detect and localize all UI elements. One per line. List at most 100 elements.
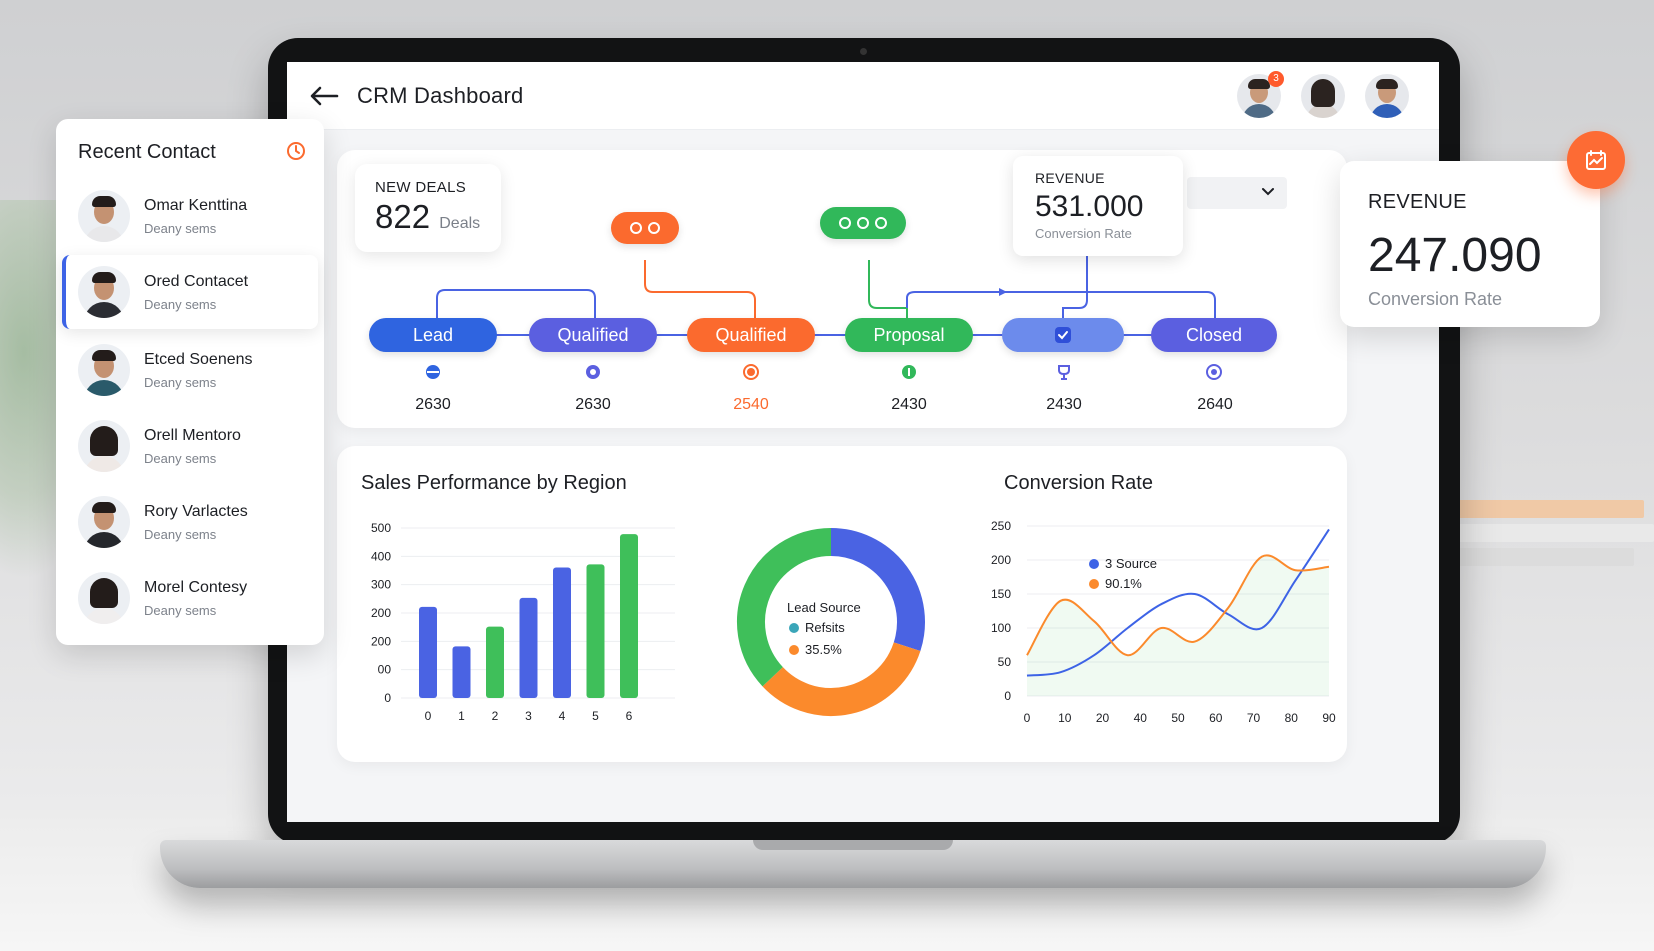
- y-tick-label: 50: [998, 655, 1012, 669]
- bar: [419, 606, 437, 698]
- y-tick-label: 0: [1004, 689, 1011, 703]
- bar: [452, 646, 471, 698]
- avatar-with-badge[interactable]: 3: [1237, 71, 1284, 118]
- stage-label: Closed: [1185, 324, 1243, 345]
- contact-sub: Deany sems: [144, 450, 217, 466]
- x-tick-label: 60: [1209, 711, 1223, 725]
- contact-sub: Deany sems: [144, 220, 217, 236]
- legend-dot: [1089, 558, 1099, 569]
- legend-dot: [1089, 578, 1099, 589]
- x-tick-label: 3: [525, 709, 532, 723]
- history-icon[interactable]: [286, 141, 306, 161]
- deals-count: 822: [375, 198, 431, 235]
- donut-center-label: Lead Source: [787, 600, 861, 615]
- contact-item[interactable]: Rory Varlactes Deany sems: [62, 485, 318, 559]
- legend-dot: [789, 644, 799, 655]
- back-arrow-icon[interactable]: [309, 86, 339, 106]
- new-deals-label: NEW DEALS: [375, 179, 467, 196]
- x-tick-label: 20: [1096, 711, 1110, 725]
- laptop-notch: [753, 840, 953, 850]
- bar: [586, 564, 605, 698]
- stage-label: Lead: [412, 324, 454, 345]
- legend-label: 3 Source: [1105, 556, 1158, 571]
- stage-label: Qualified: [557, 324, 629, 345]
- stage-closed[interactable]: Closed: [1151, 318, 1277, 352]
- avatar[interactable]: [1237, 74, 1281, 118]
- stage-proposal[interactable]: Proposal: [845, 318, 973, 352]
- dot: [839, 217, 851, 229]
- stage-count: 2630: [575, 396, 611, 413]
- revenue-float-value: 247.090: [1368, 229, 1542, 282]
- orange-dots-pill[interactable]: [611, 212, 679, 244]
- screen: CRM Dashboard 3: [287, 62, 1439, 822]
- contact-item[interactable]: Morel Contesy Deany sems: [62, 561, 318, 635]
- legend-label: 35.5%: [805, 642, 842, 657]
- x-tick-label: 0: [1024, 711, 1031, 725]
- y-tick-label: 00: [378, 663, 392, 677]
- circle-half-icon: [426, 365, 440, 379]
- revenue-float-card: REVENUE 247.090 Conversion Rate: [1340, 161, 1600, 327]
- legend-label: 90.1%: [1105, 576, 1142, 591]
- y-tick-label: 200: [991, 553, 1011, 567]
- contact-sub: Deany sems: [144, 602, 217, 618]
- contact-name: Morel Contesy: [144, 578, 248, 596]
- background-books: [1454, 500, 1654, 650]
- y-tick-label: 100: [991, 621, 1011, 635]
- line-legend-item: 3 Source: [1089, 556, 1157, 571]
- donut-legend-item: 35.5%: [789, 642, 842, 657]
- chevron-down-icon: [1262, 188, 1274, 196]
- period-dropdown[interactable]: [1187, 177, 1287, 209]
- user-avatars: 3: [1237, 71, 1409, 118]
- contact-name: Ored Contacet: [144, 272, 249, 290]
- check-icon: [1055, 327, 1071, 343]
- contact-item[interactable]: Etced Soenens Deany sems: [62, 333, 318, 407]
- line-legend-item: 90.1%: [1089, 576, 1142, 591]
- x-tick-label: 40: [1134, 711, 1148, 725]
- x-tick-label: 80: [1285, 711, 1299, 725]
- stage-count: 2540: [733, 396, 769, 413]
- avatar[interactable]: [1365, 74, 1409, 118]
- x-tick-label: 1: [458, 709, 465, 723]
- x-tick-label: 4: [559, 709, 566, 723]
- calendar-chart-badge[interactable]: [1567, 131, 1625, 189]
- target-icon: [586, 365, 600, 379]
- stage-negotiation[interactable]: [1002, 318, 1124, 352]
- contact-sub: Deany sems: [144, 526, 217, 542]
- contact-item[interactable]: Orell Mentoro Deany sems: [62, 409, 318, 483]
- donut-slice: [830, 528, 925, 652]
- bar: [486, 626, 504, 698]
- revenue-label: REVENUE: [1035, 170, 1105, 186]
- line-series: [1026, 528, 1330, 677]
- contact-name: Omar Kenttina: [144, 196, 248, 214]
- stage-lead[interactable]: Lead: [369, 318, 497, 352]
- bullseye-icon: [1206, 364, 1222, 380]
- dot: [875, 217, 887, 229]
- contact-sub: Deany sems: [144, 374, 217, 390]
- deals-unit: Deals: [439, 215, 481, 232]
- stage-qualified[interactable]: Qualified: [529, 318, 657, 352]
- avatar: [78, 572, 130, 624]
- avatar: [78, 420, 130, 472]
- x-tick-label: 10: [1058, 711, 1072, 725]
- revenue-float-label: REVENUE: [1368, 191, 1467, 213]
- x-tick-label: 6: [626, 709, 633, 723]
- green-dots-pill[interactable]: [820, 207, 906, 239]
- revenue-value: 531.000: [1035, 190, 1144, 223]
- stage-label: Proposal: [873, 324, 945, 345]
- x-tick-label: 50: [1171, 711, 1185, 725]
- avatar: [78, 190, 130, 242]
- avatar[interactable]: [1301, 74, 1345, 118]
- stage-qualified-2[interactable]: Qualified: [687, 318, 815, 352]
- stage-label: Qualified: [715, 324, 787, 345]
- y-tick-label: 400: [371, 549, 391, 563]
- pin-icon: [902, 365, 916, 379]
- y-tick-label: 200: [371, 606, 391, 620]
- conversion-line-chart: 250 200 150 100 50 0 0 10 20 40 50 60 70 80 90: [991, 519, 1336, 725]
- area-fill: [1027, 555, 1329, 696]
- donut-legend-item: Refsits: [789, 620, 845, 635]
- contact-item-selected[interactable]: Ored Contacet Deany sems: [62, 255, 318, 329]
- laptop-base: [160, 840, 1546, 888]
- dot: [648, 222, 660, 234]
- x-tick-label: 90: [1322, 711, 1336, 725]
- contact-item[interactable]: Omar Kenttina Deany sems: [62, 179, 318, 253]
